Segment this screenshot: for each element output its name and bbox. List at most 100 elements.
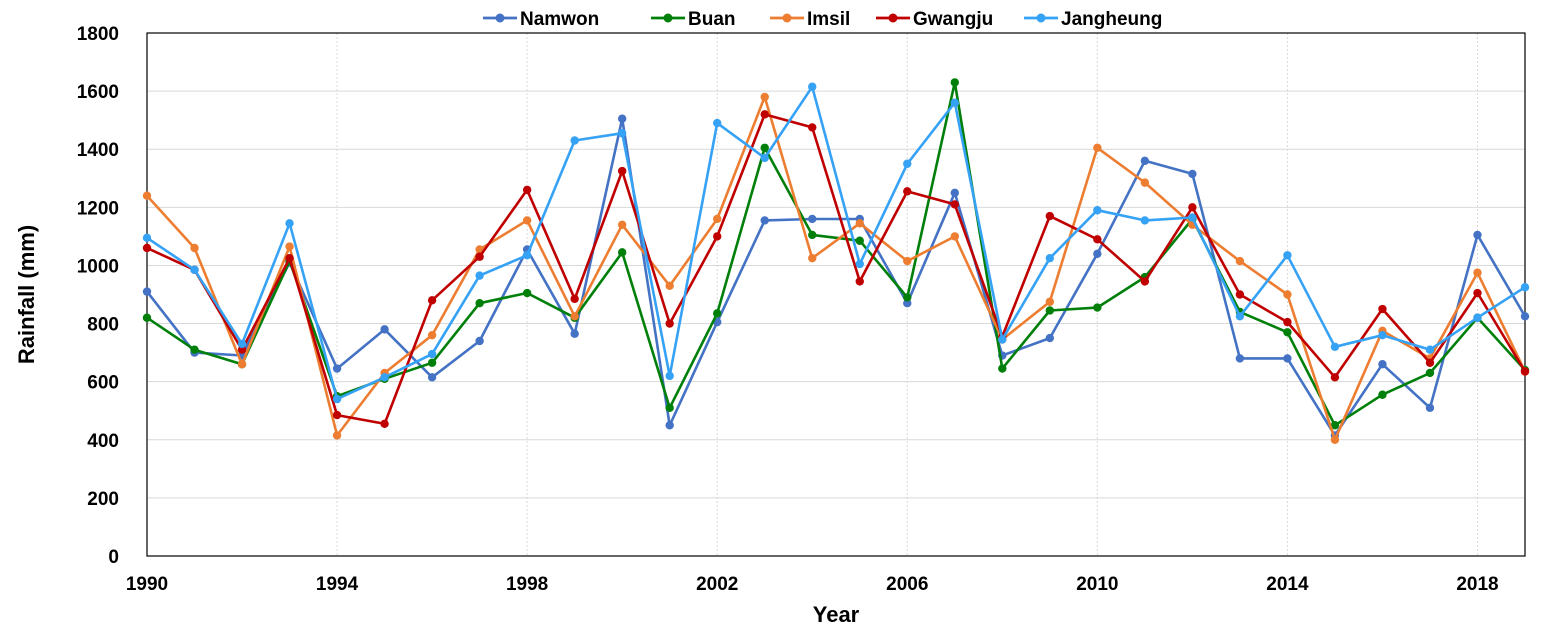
data-point-gwangju	[1093, 235, 1102, 244]
data-point-buan	[427, 358, 437, 367]
series-line-imsil	[146, 95, 1527, 442]
grid	[147, 33, 1525, 556]
data-point-imsil	[285, 242, 294, 251]
data-point-gwangju	[380, 419, 389, 428]
data-point-gwangju	[1520, 367, 1530, 376]
data-point-imsil	[1140, 178, 1150, 187]
series-layer	[142, 78, 1530, 444]
data-point-imsil	[760, 92, 769, 102]
data-point-gwangju	[475, 252, 484, 261]
data-point-imsil	[617, 220, 627, 229]
data-point-gwangju	[570, 294, 579, 304]
y-tick-label: 1200	[77, 198, 119, 219]
series-imsil	[142, 92, 1530, 444]
data-point-namwon	[1425, 403, 1435, 413]
x-tick-label: 2006	[886, 574, 928, 595]
data-point-buan	[855, 236, 864, 245]
series-line-buan	[146, 81, 1526, 427]
y-axis-ticks: 0 200 400 600 800 1000 1200 1400 1600 1800	[77, 24, 119, 568]
data-point-imsil	[1235, 256, 1245, 266]
data-point-buan	[1045, 306, 1055, 315]
x-tick-label: 1998	[506, 574, 548, 595]
data-point-imsil	[808, 253, 817, 263]
data-point-jangheung	[1473, 313, 1482, 322]
data-point-gwangju	[950, 200, 959, 209]
y-tick-label: 1000	[77, 256, 119, 277]
legend-label-jangheung: Jangheung	[1061, 9, 1162, 30]
series-line-namwon	[145, 117, 1527, 437]
legend-item-namwon: Namwon	[483, 9, 599, 30]
data-point-jangheung	[950, 98, 959, 107]
data-point-imsil	[1283, 290, 1292, 299]
data-point-namwon	[570, 329, 579, 338]
data-point-gwangju	[617, 166, 627, 176]
data-point-namwon	[475, 336, 484, 346]
y-tick-label: 0	[108, 547, 119, 568]
data-point-imsil	[855, 219, 864, 228]
data-point-jangheung	[665, 371, 674, 381]
data-point-imsil	[190, 243, 199, 253]
legend-item-imsil: Imsil	[770, 9, 850, 30]
data-point-jangheung	[760, 153, 769, 163]
series-buan	[142, 78, 1530, 430]
data-point-buan	[522, 288, 532, 298]
data-point-jangheung	[998, 335, 1007, 344]
data-point-namwon	[665, 421, 674, 430]
data-point-jangheung	[1378, 330, 1387, 340]
series-jangheung	[142, 82, 1530, 404]
data-point-imsil	[142, 191, 152, 200]
data-point-gwangju	[1283, 317, 1292, 327]
data-point-namwon	[1093, 249, 1102, 259]
data-point-gwangju	[237, 345, 247, 354]
data-point-jangheung	[237, 339, 247, 349]
data-point-imsil	[237, 360, 247, 369]
data-point-jangheung	[332, 394, 342, 404]
data-point-gwangju	[1473, 288, 1482, 298]
data-point-jangheung	[1093, 206, 1102, 215]
y-tick-label: 200	[87, 489, 119, 510]
data-point-namwon	[1140, 156, 1150, 166]
plot-area	[146, 32, 1526, 557]
data-point-jangheung	[285, 219, 294, 228]
y-tick-label: 400	[87, 431, 119, 452]
y-tick-label: 800	[87, 315, 119, 336]
data-point-imsil	[570, 312, 579, 321]
legend-label-buan: Buan	[688, 9, 736, 30]
series-line-gwangju	[146, 113, 1527, 426]
data-point-imsil	[713, 214, 722, 224]
data-point-namwon	[1188, 169, 1197, 179]
data-point-imsil	[1330, 435, 1340, 444]
x-tick-label: 1990	[126, 574, 168, 595]
data-point-buan	[190, 345, 199, 354]
data-point-namwon	[1045, 333, 1055, 343]
legend-label-imsil: Imsil	[807, 9, 850, 30]
y-axis-title: Rainfall (mm)	[14, 225, 39, 364]
data-point-namwon	[380, 325, 389, 334]
series-line-jangheung	[146, 85, 1526, 401]
data-point-namwon	[142, 287, 152, 296]
legend-marker-imsil	[782, 13, 792, 23]
x-axis-title: Year	[813, 602, 860, 627]
data-point-jangheung	[427, 349, 437, 359]
data-point-jangheung	[1425, 345, 1435, 354]
data-point-buan	[903, 293, 912, 302]
data-point-jangheung	[475, 271, 484, 280]
data-point-namwon	[332, 364, 342, 373]
data-point-gwangju	[1425, 358, 1435, 367]
data-point-namwon	[617, 114, 627, 123]
data-point-buan	[1425, 368, 1435, 378]
x-tick-label: 2002	[696, 574, 738, 595]
data-point-jangheung	[617, 129, 627, 138]
data-point-gwangju	[1188, 203, 1197, 212]
data-point-buan	[1378, 390, 1387, 399]
data-point-jangheung	[380, 373, 389, 382]
data-point-jangheung	[1188, 213, 1197, 222]
data-point-jangheung	[142, 233, 152, 243]
data-point-imsil	[427, 330, 437, 340]
data-point-namwon	[1520, 312, 1530, 321]
data-point-gwangju	[713, 232, 722, 241]
data-point-gwangju	[1140, 277, 1150, 286]
data-point-buan	[808, 230, 817, 240]
y-tick-label: 1600	[77, 82, 119, 103]
data-point-namwon	[1378, 360, 1387, 369]
